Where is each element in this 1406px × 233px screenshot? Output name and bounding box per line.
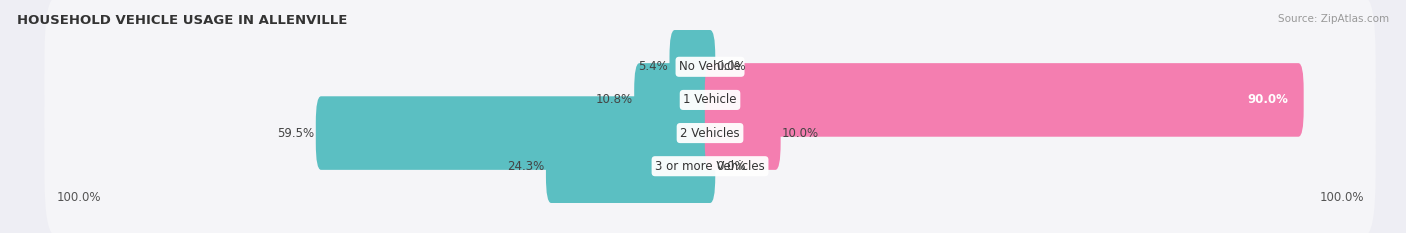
Text: 59.5%: 59.5% (277, 127, 315, 140)
Text: 24.3%: 24.3% (508, 160, 544, 173)
Text: 10.0%: 10.0% (782, 127, 820, 140)
Text: 0.0%: 0.0% (717, 160, 747, 173)
Text: Source: ZipAtlas.com: Source: ZipAtlas.com (1278, 14, 1389, 24)
FancyBboxPatch shape (45, 63, 1375, 203)
Text: 0.0%: 0.0% (717, 60, 747, 73)
Text: HOUSEHOLD VEHICLE USAGE IN ALLENVILLE: HOUSEHOLD VEHICLE USAGE IN ALLENVILLE (17, 14, 347, 27)
FancyBboxPatch shape (45, 96, 1375, 233)
Text: 100.0%: 100.0% (56, 191, 101, 204)
FancyBboxPatch shape (546, 129, 716, 203)
Text: 2 Vehicles: 2 Vehicles (681, 127, 740, 140)
Text: No Vehicle: No Vehicle (679, 60, 741, 73)
FancyBboxPatch shape (316, 96, 716, 170)
Text: 100.0%: 100.0% (1319, 191, 1364, 204)
Text: 5.4%: 5.4% (638, 60, 668, 73)
Text: 3 or more Vehicles: 3 or more Vehicles (655, 160, 765, 173)
FancyBboxPatch shape (634, 63, 716, 137)
FancyBboxPatch shape (704, 96, 780, 170)
FancyBboxPatch shape (669, 30, 716, 104)
FancyBboxPatch shape (45, 0, 1375, 137)
FancyBboxPatch shape (45, 30, 1375, 170)
FancyBboxPatch shape (704, 63, 1303, 137)
Text: 10.8%: 10.8% (596, 93, 633, 106)
Text: 1 Vehicle: 1 Vehicle (683, 93, 737, 106)
Text: 90.0%: 90.0% (1247, 93, 1289, 106)
